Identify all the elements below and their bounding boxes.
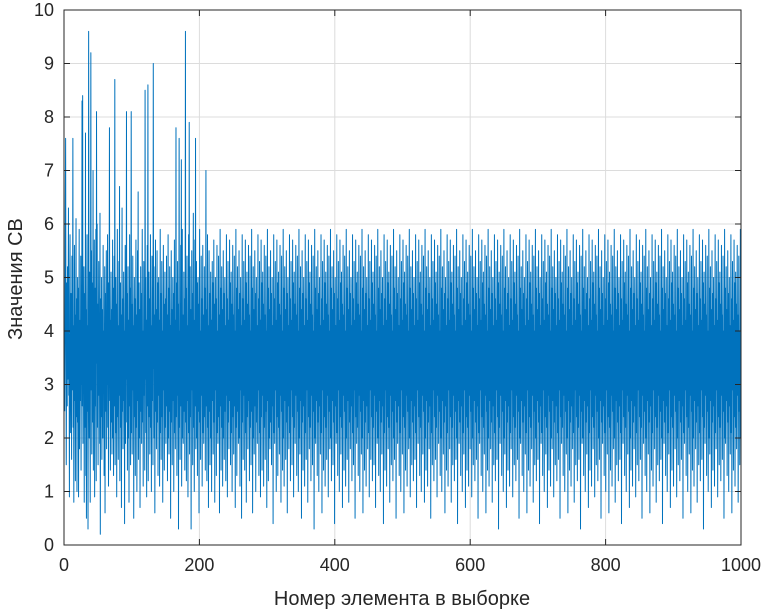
x-tick-label: 1000 <box>721 555 761 575</box>
y-tick-label: 3 <box>44 375 54 395</box>
ticks <box>63 9 742 546</box>
y-tick-label: 9 <box>44 54 54 74</box>
x-tick-label: 600 <box>455 555 485 575</box>
y-tick-label: 8 <box>44 107 54 127</box>
y-tick-label: 1 <box>44 482 54 502</box>
tick-labels: 0 200 400 600 800 1000 0 1 2 3 4 5 6 7 8 9 10 <box>34 0 761 575</box>
series-line <box>64 30 742 535</box>
y-tick-label: 5 <box>44 268 54 288</box>
y-tick-label: 7 <box>44 161 54 181</box>
y-tick-label: 2 <box>44 428 54 448</box>
x-tick-label: 200 <box>184 555 214 575</box>
x-tick-label: 0 <box>59 555 69 575</box>
x-tick-label: 400 <box>320 555 350 575</box>
series-layer <box>64 30 742 535</box>
y-tick-label: 10 <box>34 0 54 20</box>
y-axis-label: Значения СВ <box>5 218 27 340</box>
y-tick-label: 0 <box>44 535 54 555</box>
y-tick-label: 6 <box>44 214 54 234</box>
x-axis-label: Номер элемента в выборке <box>274 588 530 610</box>
y-tick-label: 4 <box>44 321 54 341</box>
x-tick-label: 800 <box>591 555 621 575</box>
